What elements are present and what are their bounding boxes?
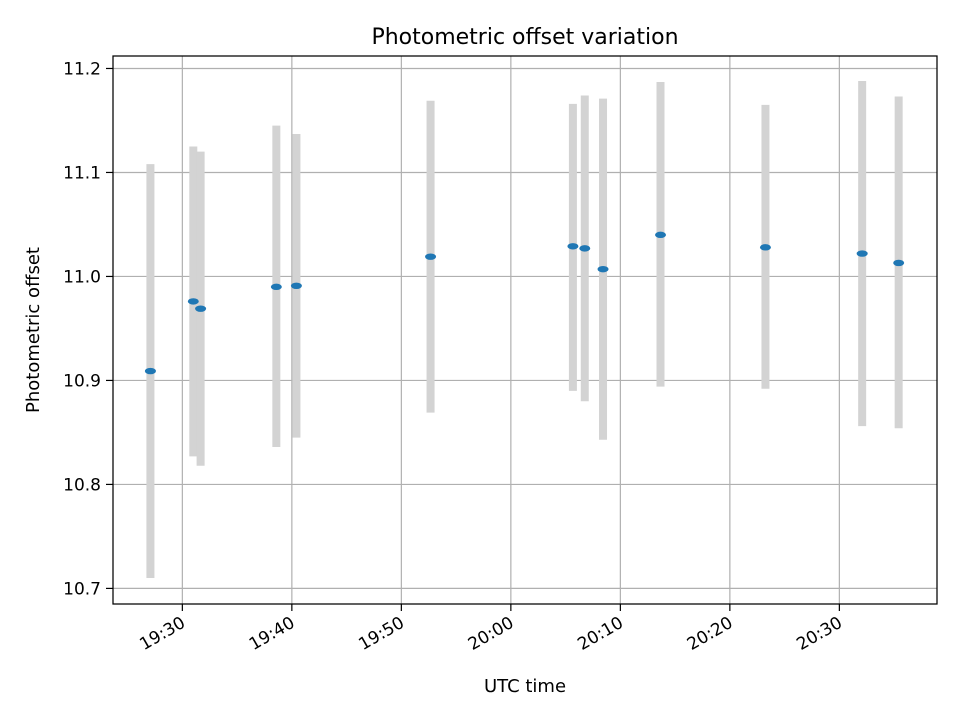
data-point — [567, 243, 579, 250]
y-tick-label: 11.2 — [63, 59, 101, 79]
data-points — [144, 231, 905, 375]
data-point — [655, 231, 667, 239]
y-axis-label: Photometric offset — [23, 247, 44, 413]
data-point — [856, 250, 868, 257]
data-point — [144, 367, 156, 375]
y-tick-label: 11.1 — [63, 163, 101, 183]
y-axis-ticks: 10.7 10.8 10.9 11.0 11.1 11.2 — [63, 59, 113, 599]
data-point — [893, 259, 905, 267]
x-axis-label: UTC time — [484, 676, 566, 697]
plot-frame — [112, 55, 938, 605]
y-tick-label: 10.8 — [63, 475, 101, 495]
data-point — [195, 305, 207, 312]
data-point — [425, 253, 437, 260]
data-point — [270, 283, 282, 291]
y-tick-label: 10.7 — [63, 579, 101, 599]
chart-title: Photometric offset variation — [371, 25, 678, 50]
y-tick-label: 11.0 — [63, 267, 101, 287]
y-tick-label: 10.9 — [63, 371, 101, 391]
data-point — [290, 282, 302, 290]
grid — [113, 56, 937, 604]
data-point — [187, 298, 199, 305]
data-point — [759, 244, 771, 251]
data-point — [597, 265, 609, 273]
data-point — [579, 245, 591, 252]
